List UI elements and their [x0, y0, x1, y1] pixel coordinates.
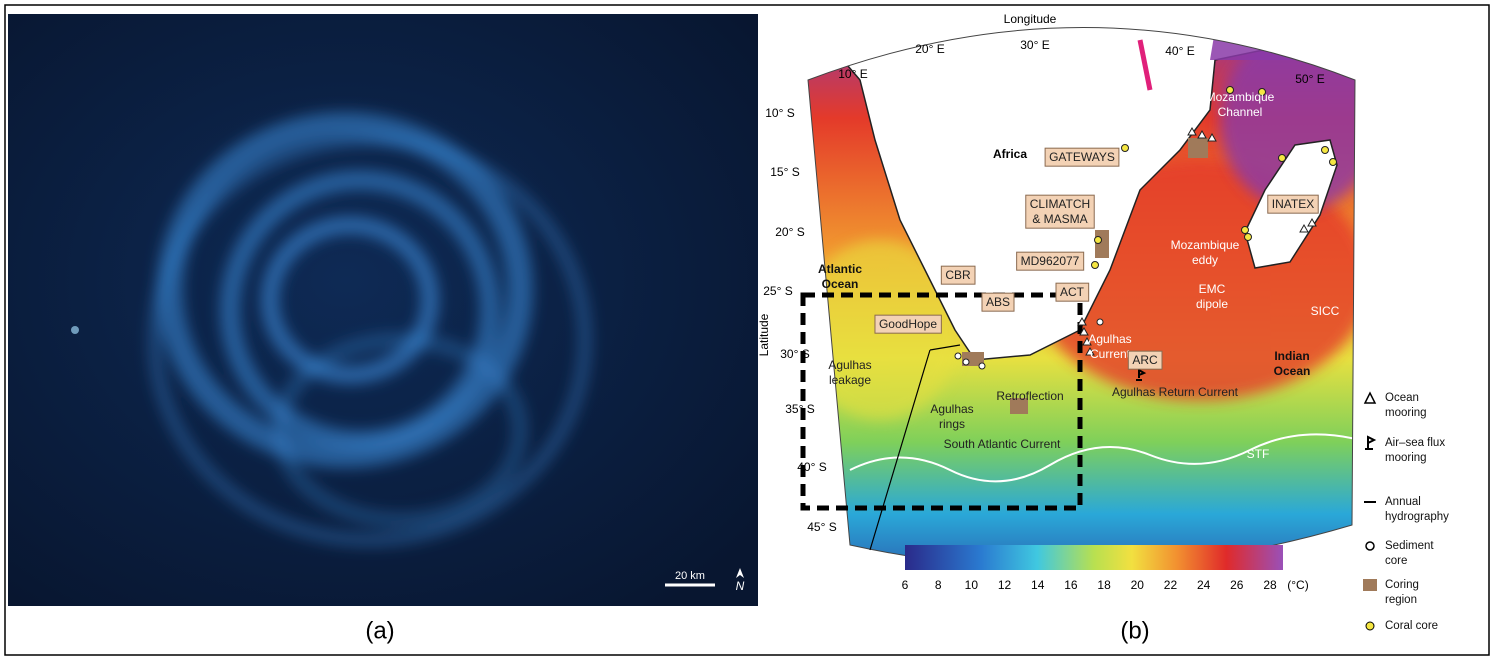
longitude-label: 20° E: [915, 42, 944, 56]
legend-label: Coring: [1385, 579, 1419, 591]
region-label: Ocean: [822, 277, 859, 291]
latitude-label: 20° S: [775, 225, 804, 239]
scale-bar: 20 km: [675, 570, 705, 582]
legend-label: Coral core: [1385, 620, 1438, 632]
colorbar-tick-label: 24: [1197, 578, 1211, 592]
project-label: GoodHope: [875, 315, 941, 333]
region-label: Africa: [993, 147, 1027, 161]
colorbar-tick-label: 10: [965, 578, 979, 592]
region-label: STF: [1247, 447, 1270, 461]
project-label: MD962077: [1017, 252, 1084, 270]
colorbar-unit: (°C): [1287, 578, 1308, 592]
region-label: Retroflection: [996, 389, 1063, 403]
latitude-label: 45° S: [807, 520, 836, 534]
legend-label: Sediment: [1385, 540, 1434, 552]
project-text: ARC: [1132, 353, 1158, 367]
project-text: GoodHope: [879, 317, 937, 331]
colorbar-tick-label: 8: [935, 578, 942, 592]
colorbar-tick-label: 16: [1064, 578, 1078, 592]
region-label: Agulhas: [1088, 332, 1131, 346]
north-arrow: N: [736, 579, 745, 593]
colorbar-tick-label: 6: [902, 578, 909, 592]
y-axis-label: Latitude: [757, 313, 771, 356]
legend-label: region: [1385, 594, 1417, 606]
project-label: ARC: [1128, 351, 1162, 369]
project-text: ACT: [1060, 285, 1085, 299]
latitude-label: 25° S: [763, 284, 792, 298]
caption: (a): [365, 617, 394, 644]
legend-label: mooring: [1385, 407, 1427, 419]
colorbar-tick-label: 14: [1031, 578, 1045, 592]
figure: 20 km N (a): [0, 0, 1494, 660]
legend-symbol: [1363, 579, 1377, 591]
longitude-label: 50° E: [1295, 72, 1324, 86]
x-axis-label: Longitude: [1004, 12, 1057, 26]
colorbar-tick-label: 22: [1164, 578, 1178, 592]
legend-label: core: [1385, 555, 1407, 567]
colorbar-tick-label: 26: [1230, 578, 1244, 592]
project-label: ABS: [982, 293, 1014, 311]
region-label: SICC: [1311, 304, 1340, 318]
region-label: Agulhas Return Current: [1112, 385, 1239, 399]
region-label: Agulhas: [930, 402, 973, 416]
longitude-label: 10° E: [838, 67, 867, 81]
legend-label: hydrography: [1385, 511, 1449, 523]
project-label: INATEX: [1268, 195, 1318, 213]
colorbar-tick-label: 12: [998, 578, 1012, 592]
region-label: Atlantic: [818, 262, 862, 276]
project-text: INATEX: [1272, 197, 1314, 211]
latitude-label: 35° S: [785, 402, 814, 416]
project-text: MD962077: [1021, 254, 1080, 268]
legend-symbol: [1366, 542, 1374, 550]
region-label: Current: [1090, 347, 1131, 361]
latitude-label: 30° S: [780, 347, 809, 361]
legend-label: Ocean: [1385, 392, 1419, 404]
region-label: Indian: [1274, 349, 1309, 363]
legend-label: Air–sea flux: [1385, 437, 1445, 449]
panel-b: Longitude Latitude (b): [757, 10, 1380, 644]
latitude-label: 40° S: [797, 460, 826, 474]
panel-a: 20 km N (a): [8, 14, 758, 644]
region-label: leakage: [829, 373, 871, 387]
project-label: GATEWAYS: [1045, 148, 1119, 166]
latitude-label: 15° S: [770, 165, 799, 179]
legend-symbol: [1365, 437, 1374, 449]
colorbar-tick-label: 18: [1097, 578, 1111, 592]
region-label: EMC: [1199, 282, 1226, 296]
project-text: & MASMA: [1032, 212, 1087, 226]
project-label: ACT: [1056, 283, 1089, 301]
region-label: South Atlantic Current: [944, 437, 1061, 451]
legend-label: mooring: [1385, 452, 1427, 464]
legend-label: Annual: [1385, 496, 1421, 508]
project-label: CBR: [941, 266, 975, 284]
region-label: Mozambique: [1171, 238, 1240, 252]
region-label: dipole: [1196, 297, 1228, 311]
longitude-label: 40° E: [1165, 44, 1194, 58]
caption: (b): [1120, 617, 1149, 644]
legend-symbol: [1365, 393, 1375, 403]
colorbar: [905, 545, 1283, 570]
latitude-label: 10° S: [765, 106, 794, 120]
region-label: Ocean: [1274, 364, 1311, 378]
region-label: Mozambique: [1206, 90, 1275, 104]
legend-symbol: [1366, 622, 1374, 630]
longitude-label: 30° E: [1020, 38, 1049, 52]
region-label: rings: [939, 417, 965, 431]
project-text: CBR: [945, 268, 971, 282]
project-text: ABS: [986, 295, 1010, 309]
region-label: Agulhas: [828, 358, 871, 372]
colorbar-tick-label: 20: [1131, 578, 1145, 592]
region-label: Channel: [1218, 105, 1263, 119]
region-label: eddy: [1192, 253, 1218, 267]
project-label: CLIMATCH& MASMA: [1026, 195, 1094, 228]
project-text: CLIMATCH: [1030, 197, 1090, 211]
colorbar-tick-label: 28: [1263, 578, 1277, 592]
project-text: GATEWAYS: [1049, 150, 1115, 164]
